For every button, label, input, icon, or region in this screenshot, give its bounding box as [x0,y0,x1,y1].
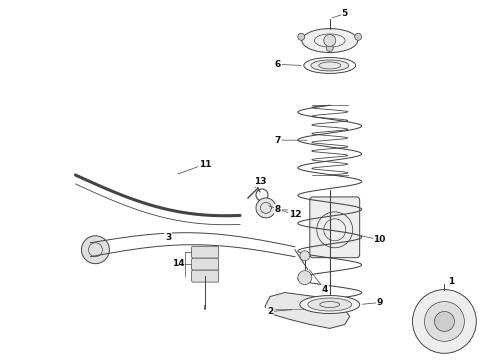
Text: 12: 12 [289,210,301,219]
Text: 13: 13 [254,177,266,186]
Text: 9: 9 [376,298,383,307]
Ellipse shape [308,298,352,311]
FancyBboxPatch shape [192,270,219,282]
Circle shape [324,35,336,46]
FancyBboxPatch shape [192,246,219,258]
Polygon shape [265,293,350,328]
Ellipse shape [304,58,356,73]
FancyBboxPatch shape [310,197,360,258]
Circle shape [355,33,362,40]
Text: 10: 10 [373,235,386,244]
Circle shape [413,289,476,353]
Circle shape [424,302,465,341]
Circle shape [435,311,454,332]
FancyBboxPatch shape [192,258,219,270]
Circle shape [81,236,109,264]
Text: 11: 11 [199,159,211,168]
Ellipse shape [300,296,360,314]
Circle shape [298,271,312,285]
Text: 3: 3 [165,233,172,242]
Text: 1: 1 [448,277,455,286]
Text: 14: 14 [172,259,185,268]
Text: 6: 6 [275,60,281,69]
Ellipse shape [311,60,349,71]
Circle shape [300,251,310,261]
Text: 4: 4 [321,285,328,294]
Text: 8: 8 [275,206,281,215]
Ellipse shape [302,28,358,53]
Text: 5: 5 [342,9,348,18]
Text: 2: 2 [267,307,273,316]
Text: 7: 7 [275,136,281,145]
Circle shape [256,198,276,218]
Circle shape [298,33,305,40]
Circle shape [326,45,333,51]
